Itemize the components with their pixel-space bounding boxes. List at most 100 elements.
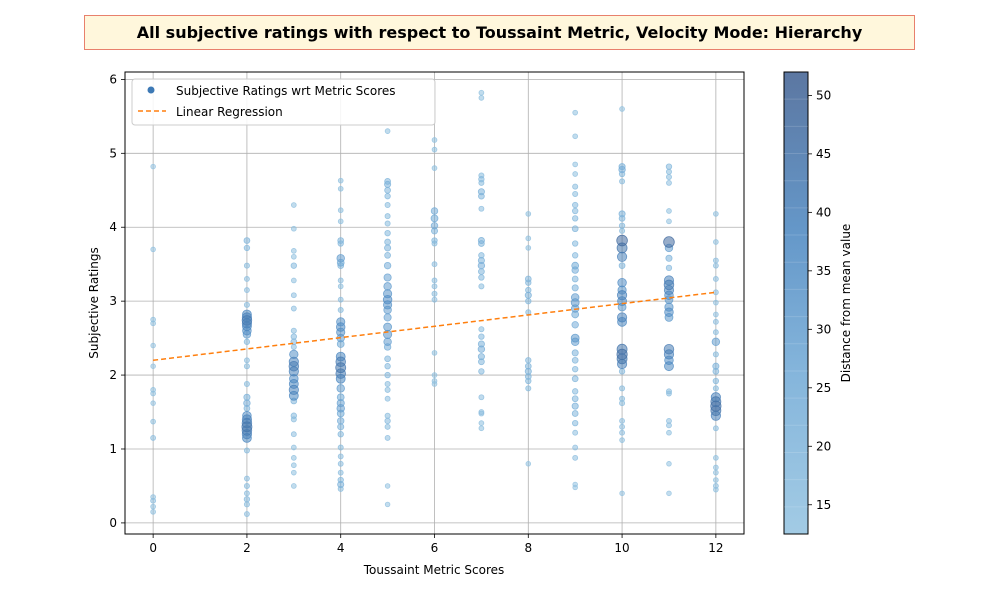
colorbar-tick-label: 45 <box>816 147 831 161</box>
x-axis-label: Toussaint Metric Scores <box>363 563 505 577</box>
scatter-point <box>478 205 485 212</box>
scatter-point <box>616 348 628 360</box>
scatter-point <box>431 350 438 356</box>
scatter-point <box>663 236 675 248</box>
scatter-point <box>619 227 626 234</box>
scatter-point <box>243 399 251 407</box>
scatter-point <box>431 261 438 268</box>
scatter-point <box>384 434 391 441</box>
scatter-point <box>665 388 672 395</box>
scatter-point <box>710 400 722 412</box>
scatter-point <box>572 454 579 461</box>
scatter-point <box>244 357 250 364</box>
scatter-point <box>619 437 625 443</box>
y-tick-label: 6 <box>109 72 117 86</box>
scatter-point <box>572 419 579 427</box>
scatter-point <box>570 298 580 308</box>
scatter-point <box>571 225 579 233</box>
scatter-point <box>431 296 438 303</box>
scatter-point <box>663 343 675 355</box>
scatter-point <box>571 402 579 410</box>
scatter-point <box>525 461 532 467</box>
scatter-point <box>663 279 675 291</box>
scatter-point <box>666 461 672 467</box>
scatter-point <box>666 429 672 436</box>
scatter-point <box>290 262 297 269</box>
scatter-point <box>712 257 719 264</box>
scatter-point <box>713 469 719 476</box>
scatter-point <box>243 244 251 252</box>
scatter-point <box>572 215 579 222</box>
x-tick-label: 2 <box>243 541 251 555</box>
scatter-point <box>618 368 626 375</box>
scatter-point <box>713 299 719 306</box>
scatter-point <box>290 431 297 438</box>
legend-box <box>131 78 436 126</box>
scatter-point <box>335 322 346 332</box>
scatter-point <box>572 190 579 197</box>
scatter-point <box>290 462 297 469</box>
chart-title-box: All subjective ratings with respect to T… <box>84 15 915 50</box>
scatter-point <box>572 161 579 168</box>
scatter-point <box>713 311 719 318</box>
legend-scatter-label: Subjective Ratings wrt Metric Scores <box>176 84 396 98</box>
scatter-point <box>572 252 579 259</box>
scatter-point <box>336 254 345 263</box>
regression-line-path <box>153 291 716 362</box>
scatter-point <box>384 501 391 508</box>
scatter-point <box>150 503 156 510</box>
scatter-point <box>664 307 674 317</box>
scatter-point <box>384 128 391 134</box>
scatter-point <box>525 385 532 392</box>
scatter-point <box>524 291 532 299</box>
scatter-point <box>571 375 579 383</box>
scatter-point <box>384 193 391 200</box>
scatter-point <box>712 385 719 392</box>
scatter-point <box>288 384 299 395</box>
scatter-point <box>572 207 579 215</box>
scatter-point <box>431 146 438 153</box>
scatter-point <box>431 237 438 244</box>
scatter-point <box>712 483 719 489</box>
scatter-point <box>477 188 485 196</box>
scatter-point <box>525 245 532 251</box>
scatter-point <box>713 239 719 245</box>
scatter-point <box>150 320 156 327</box>
scatter-point <box>711 337 721 347</box>
scatter-point <box>478 420 485 426</box>
scatter-point <box>477 353 485 361</box>
legend-regression-label: Linear Regression <box>176 105 283 119</box>
scatter-point <box>666 422 672 429</box>
scatter-point <box>383 261 392 270</box>
scatter-point <box>618 222 626 229</box>
y-tick-label: 1 <box>109 442 117 456</box>
scatter-point <box>570 333 580 343</box>
scatter-point <box>290 248 297 254</box>
scatter-point <box>243 482 250 489</box>
scatter-point <box>666 218 672 225</box>
scatter-point <box>383 337 392 347</box>
scatter-point <box>150 363 156 369</box>
y-tick-label: 0 <box>109 516 117 530</box>
scatter-point <box>571 395 579 403</box>
scatter-point <box>337 480 345 488</box>
scatter-point <box>290 444 297 451</box>
scatter-point <box>665 254 673 262</box>
colorbar-label: Distance from mean value <box>839 224 853 383</box>
scatter-point <box>383 282 392 291</box>
scatter-point <box>524 275 532 283</box>
scatter-point <box>572 365 579 373</box>
scatter-point <box>288 360 300 372</box>
x-tick-label: 8 <box>524 541 532 555</box>
y-tick-label: 4 <box>109 220 117 234</box>
scatter-point <box>478 410 485 417</box>
scatter-point <box>384 363 391 370</box>
scatter-point <box>571 261 580 270</box>
scatter-point <box>384 213 391 220</box>
scatter-point <box>337 177 344 184</box>
scatter-point <box>571 321 579 329</box>
scatter-point <box>243 363 250 370</box>
scatter-point <box>617 277 627 288</box>
scatter-point <box>243 501 250 508</box>
scatter-point <box>337 417 345 425</box>
